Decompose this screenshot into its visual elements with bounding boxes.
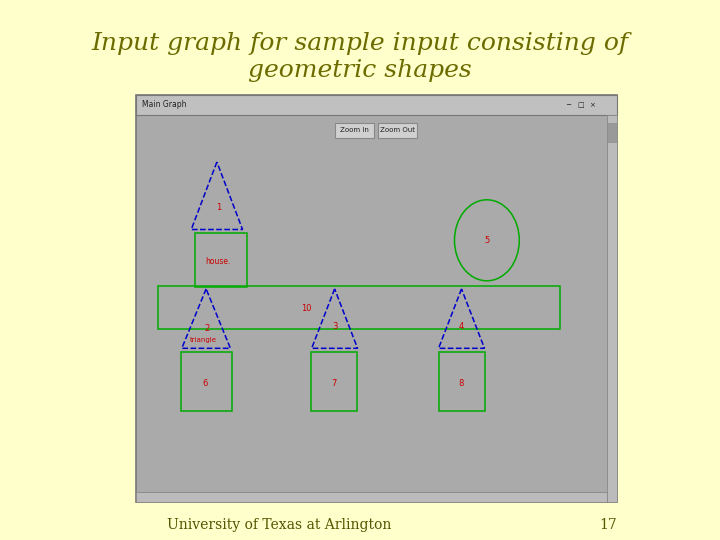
Text: 4: 4	[459, 322, 464, 331]
Text: ×: ×	[589, 102, 595, 108]
Text: 2: 2	[204, 324, 210, 333]
Text: Zoom In: Zoom In	[340, 127, 369, 133]
Text: University of Texas at Arlington: University of Texas at Arlington	[167, 518, 391, 532]
Text: □: □	[577, 102, 584, 108]
Text: Input graph for sample input consisting of
geometric shapes: Input graph for sample input consisting …	[91, 32, 629, 82]
FancyBboxPatch shape	[136, 94, 616, 502]
Text: 7: 7	[331, 379, 337, 388]
FancyBboxPatch shape	[136, 94, 616, 115]
Text: Zoom Out: Zoom Out	[379, 127, 415, 133]
FancyBboxPatch shape	[335, 123, 374, 138]
Text: 5: 5	[485, 236, 490, 245]
FancyBboxPatch shape	[607, 123, 616, 142]
Text: 8: 8	[459, 379, 464, 388]
Text: triangle: triangle	[190, 337, 217, 343]
Text: Main Graph: Main Graph	[143, 100, 187, 109]
Text: 1: 1	[216, 204, 221, 212]
Text: 10: 10	[301, 305, 311, 313]
FancyBboxPatch shape	[136, 492, 607, 502]
Text: 17: 17	[600, 518, 617, 532]
Text: house.: house.	[205, 258, 230, 266]
Text: 6: 6	[202, 379, 207, 388]
Text: ─: ─	[567, 102, 570, 108]
FancyBboxPatch shape	[607, 115, 616, 502]
Text: 3: 3	[332, 322, 337, 331]
FancyBboxPatch shape	[378, 123, 417, 138]
